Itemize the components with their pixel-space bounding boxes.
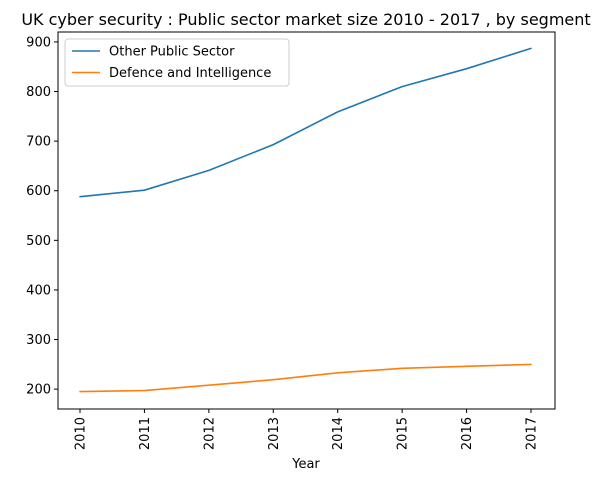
x-tick-label: 2010: [74, 417, 89, 450]
x-axis: 2010 2011 2012 2013 2014 2015 2016 2017: [74, 409, 540, 450]
legend-label: Defence and Intelligence: [109, 66, 271, 81]
x-tick-label: 2013: [267, 417, 282, 450]
y-tick-label: 400: [26, 283, 51, 298]
series-line-2: [79, 363, 532, 393]
plot-frame: [57, 31, 556, 410]
x-tick-label: 2017: [525, 417, 540, 450]
legend: Other Public Sector Defence and Intellige…: [64, 38, 290, 87]
y-tick-label: 600: [26, 184, 51, 199]
x-tick-label: 2016: [460, 417, 475, 450]
series-line-1: [79, 47, 532, 198]
legend-label: Other Public Sector: [109, 45, 235, 60]
y-tick-label: 500: [26, 234, 51, 249]
x-tick-label: 2012: [202, 417, 217, 450]
y-tick-label: 900: [26, 35, 51, 50]
y-tick-label: 200: [26, 383, 51, 398]
legend-box: [64, 38, 290, 87]
x-tick-label: 2015: [396, 417, 411, 450]
x-axis-label: Year: [291, 457, 320, 472]
y-axis: 200 300 400 500 600 700 800 900: [26, 35, 58, 398]
y-tick-label: 700: [26, 135, 51, 150]
y-tick-label: 800: [26, 85, 51, 100]
x-tick-label: 2014: [331, 417, 346, 450]
chart-title: UK cyber security : Public sector market…: [21, 10, 590, 29]
x-tick-label: 2011: [138, 417, 153, 450]
y-tick-label: 300: [26, 333, 51, 348]
series-lines: [79, 47, 532, 393]
